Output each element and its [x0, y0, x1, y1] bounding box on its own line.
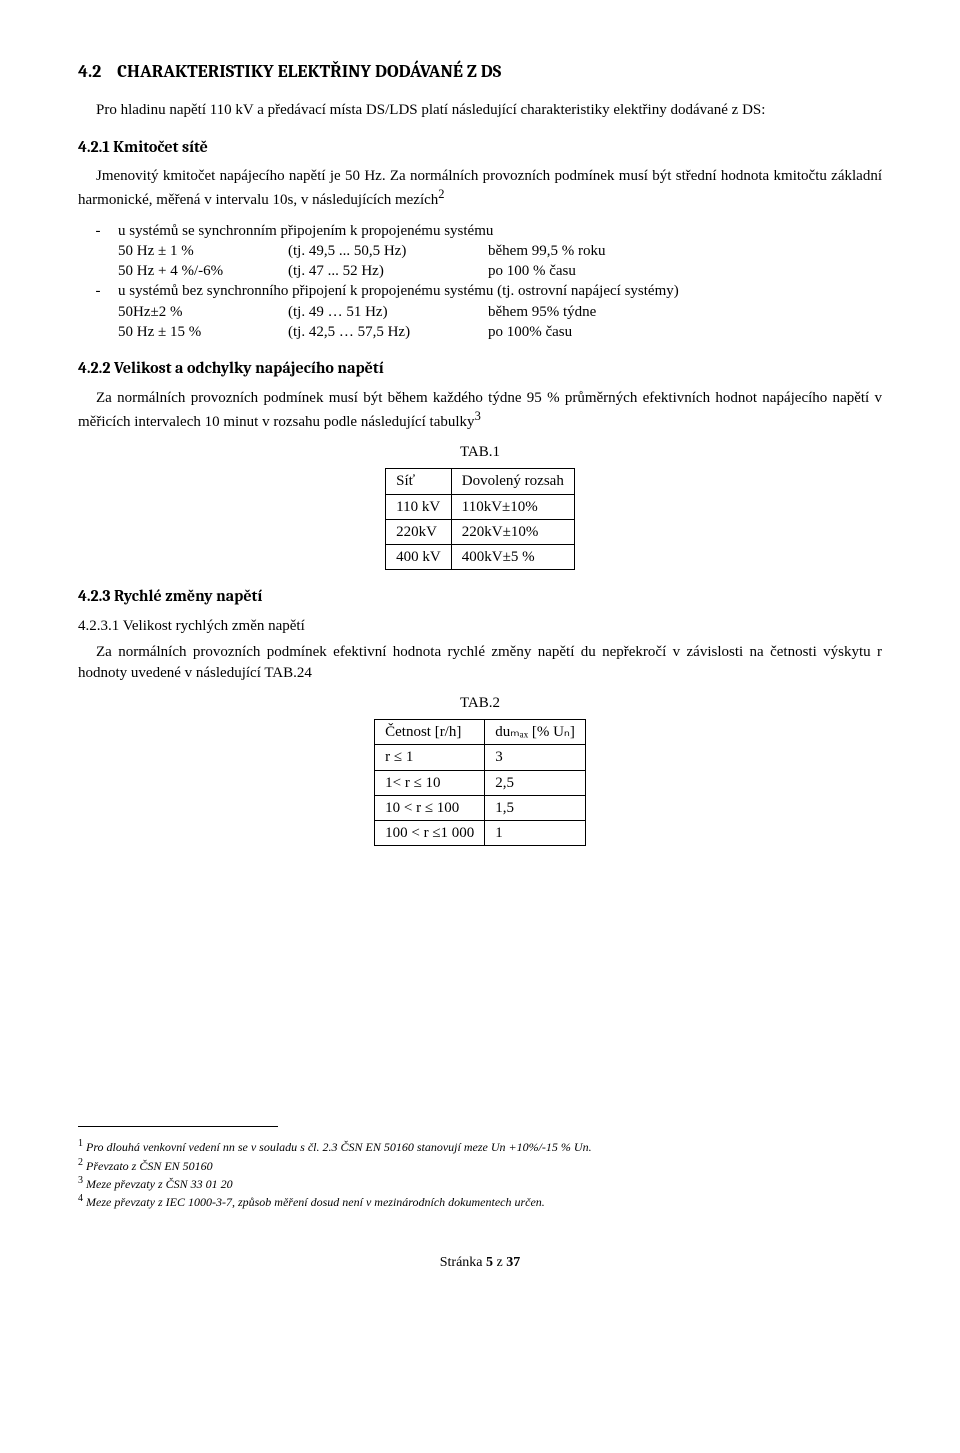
- row-2-1: 50Hz±2 % (tj. 49 … 51 Hz) během 95% týdn…: [78, 302, 882, 322]
- footnote-separator: [78, 1126, 278, 1127]
- cell: r ≤ 1: [375, 745, 485, 770]
- footnote-num: 3: [78, 1175, 83, 1186]
- bullet-2-text: u systémů bez synchronního připojení k p…: [118, 281, 882, 301]
- dash-icon: -: [78, 221, 118, 241]
- cell: 1,5: [485, 795, 586, 820]
- footnote-num: 2: [78, 1157, 83, 1168]
- footnote-4: 4 Meze převzaty z IEC 1000-3-7, způsob m…: [78, 1192, 882, 1210]
- dash-icon: -: [78, 281, 118, 301]
- cell: 10 < r ≤ 100: [375, 795, 485, 820]
- table-row: Četnost [r/h] duₘₐₓ [% Uₙ]: [375, 720, 586, 745]
- table-1: Síť Dovolený rozsah 110 kV110kV±10% 220k…: [385, 468, 575, 570]
- pager-total: 37: [506, 1255, 520, 1270]
- footnote-num: 4: [78, 1193, 83, 1204]
- cell: (tj. 47 ... 52 Hz): [288, 261, 488, 281]
- cell: 100 < r ≤1 000: [375, 821, 485, 846]
- table-row: 1< r ≤ 102,5: [375, 770, 586, 795]
- heading-422: 4.2.2 Velikost a odchylky napájecího nap…: [78, 358, 882, 380]
- footnote-ref-2: 2: [438, 187, 444, 201]
- page-footer: Stránka 5 z 37: [78, 1254, 882, 1273]
- cell: Síť: [386, 469, 452, 494]
- footnote-1: 1 Pro dlouhá venkovní vedení nn se v sou…: [78, 1137, 882, 1155]
- para-4231: Za normálních provozních podmínek efekti…: [78, 642, 882, 683]
- cell: 110 kV: [386, 494, 452, 519]
- heading-421: 4.2.1 Kmitočet sítě: [78, 137, 882, 159]
- cell: 400kV±5 %: [451, 545, 574, 570]
- section-heading: 4.2 CHARAKTERISTIKY ELEKTŘINY DODÁVANÉ Z…: [78, 60, 882, 84]
- footnote-2: 2 Převzato z ČSN EN 50160: [78, 1156, 882, 1174]
- tab2-label: TAB.2: [78, 693, 882, 713]
- row-1-1: 50 Hz ± 1 % (tj. 49,5 ... 50,5 Hz) během…: [78, 241, 882, 261]
- table-row: 110 kV110kV±10%: [386, 494, 575, 519]
- cell: 220kV: [386, 519, 452, 544]
- cell: (tj. 42,5 … 57,5 Hz): [288, 322, 488, 342]
- cell: duₘₐₓ [% Uₙ]: [485, 720, 586, 745]
- cell: během 95% týdne: [488, 302, 882, 322]
- cell: Dovolený rozsah: [451, 469, 574, 494]
- cell: 110kV±10%: [451, 494, 574, 519]
- cell: Četnost [r/h]: [375, 720, 485, 745]
- cell: (tj. 49 … 51 Hz): [288, 302, 488, 322]
- section-number: 4.2: [78, 61, 101, 82]
- cell: během 99,5 % roku: [488, 241, 882, 261]
- heading-4231: 4.2.3.1 Velikost rychlých změn napětí: [78, 616, 882, 636]
- cell: 50 Hz + 4 %/-6%: [118, 261, 288, 281]
- cell: 1< r ≤ 10: [375, 770, 485, 795]
- cell: po 100 % času: [488, 261, 882, 281]
- section-title: CHARAKTERISTIKY ELEKTŘINY DODÁVANÉ Z DS: [117, 61, 501, 82]
- table-row: 400 kV400kV±5 %: [386, 545, 575, 570]
- heading-423: 4.2.3 Rychlé změny napětí: [78, 586, 882, 608]
- row-1-2: 50 Hz + 4 %/-6% (tj. 47 ... 52 Hz) po 10…: [78, 261, 882, 281]
- footnote-text: Pro dlouhá venkovní vedení nn se v soula…: [86, 1140, 592, 1154]
- cell: 1: [485, 821, 586, 846]
- table-row: r ≤ 13: [375, 745, 586, 770]
- para-422: Za normálních provozních podmínek musí b…: [78, 388, 882, 433]
- cell: 2,5: [485, 770, 586, 795]
- cell: 50 Hz ± 1 %: [118, 241, 288, 261]
- tab1-label: TAB.1: [78, 442, 882, 462]
- footnote-ref-3: 3: [475, 409, 481, 423]
- row-2-2: 50 Hz ± 15 % (tj. 42,5 … 57,5 Hz) po 100…: [78, 322, 882, 342]
- table-row: 220kV220kV±10%: [386, 519, 575, 544]
- para-421: Jmenovitý kmitočet napájecího napětí je …: [78, 166, 882, 211]
- pager-current: 5: [486, 1255, 493, 1270]
- para-421-text: Jmenovitý kmitočet napájecího napětí je …: [78, 168, 882, 208]
- footnote-num: 1: [78, 1138, 83, 1149]
- cell: 50Hz±2 %: [118, 302, 288, 322]
- table-2: Četnost [r/h] duₘₐₓ [% Uₙ] r ≤ 13 1< r ≤…: [374, 719, 586, 846]
- footnote-text: Meze převzaty z ČSN 33 01 20: [86, 1177, 233, 1191]
- table-row: 10 < r ≤ 1001,5: [375, 795, 586, 820]
- cell: 50 Hz ± 15 %: [118, 322, 288, 342]
- bullet-1: - u systémů se synchronním připojením k …: [78, 221, 882, 343]
- pager-of: z: [493, 1255, 506, 1270]
- section-intro: Pro hladinu napětí 110 kV a předávací mí…: [78, 100, 882, 120]
- footnote-text: Meze převzaty z IEC 1000-3-7, způsob měř…: [86, 1195, 545, 1209]
- pager-label: Stránka: [440, 1255, 486, 1270]
- bullet-1-text: u systémů se synchronním připojením k pr…: [118, 221, 882, 241]
- cell: po 100% času: [488, 322, 882, 342]
- footnote-text: Převzato z ČSN EN 50160: [86, 1159, 213, 1173]
- cell: 3: [485, 745, 586, 770]
- table-row: 100 < r ≤1 0001: [375, 821, 586, 846]
- cell: 400 kV: [386, 545, 452, 570]
- footnote-3: 3 Meze převzaty z ČSN 33 01 20: [78, 1174, 882, 1192]
- table-row: Síť Dovolený rozsah: [386, 469, 575, 494]
- cell: (tj. 49,5 ... 50,5 Hz): [288, 241, 488, 261]
- cell: 220kV±10%: [451, 519, 574, 544]
